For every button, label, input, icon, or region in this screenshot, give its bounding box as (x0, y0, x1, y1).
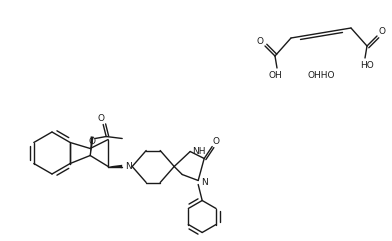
Text: OHHO: OHHO (307, 71, 335, 80)
Text: O: O (379, 27, 385, 36)
Text: HO: HO (360, 60, 374, 69)
Text: O: O (98, 114, 105, 123)
Text: OH: OH (268, 71, 282, 80)
Text: O: O (213, 137, 220, 146)
Polygon shape (108, 165, 122, 168)
Text: NH: NH (192, 147, 206, 156)
Polygon shape (90, 136, 94, 155)
Text: O: O (256, 38, 263, 47)
Text: O: O (89, 137, 96, 146)
Text: N: N (201, 178, 207, 187)
Text: N: N (125, 162, 132, 171)
